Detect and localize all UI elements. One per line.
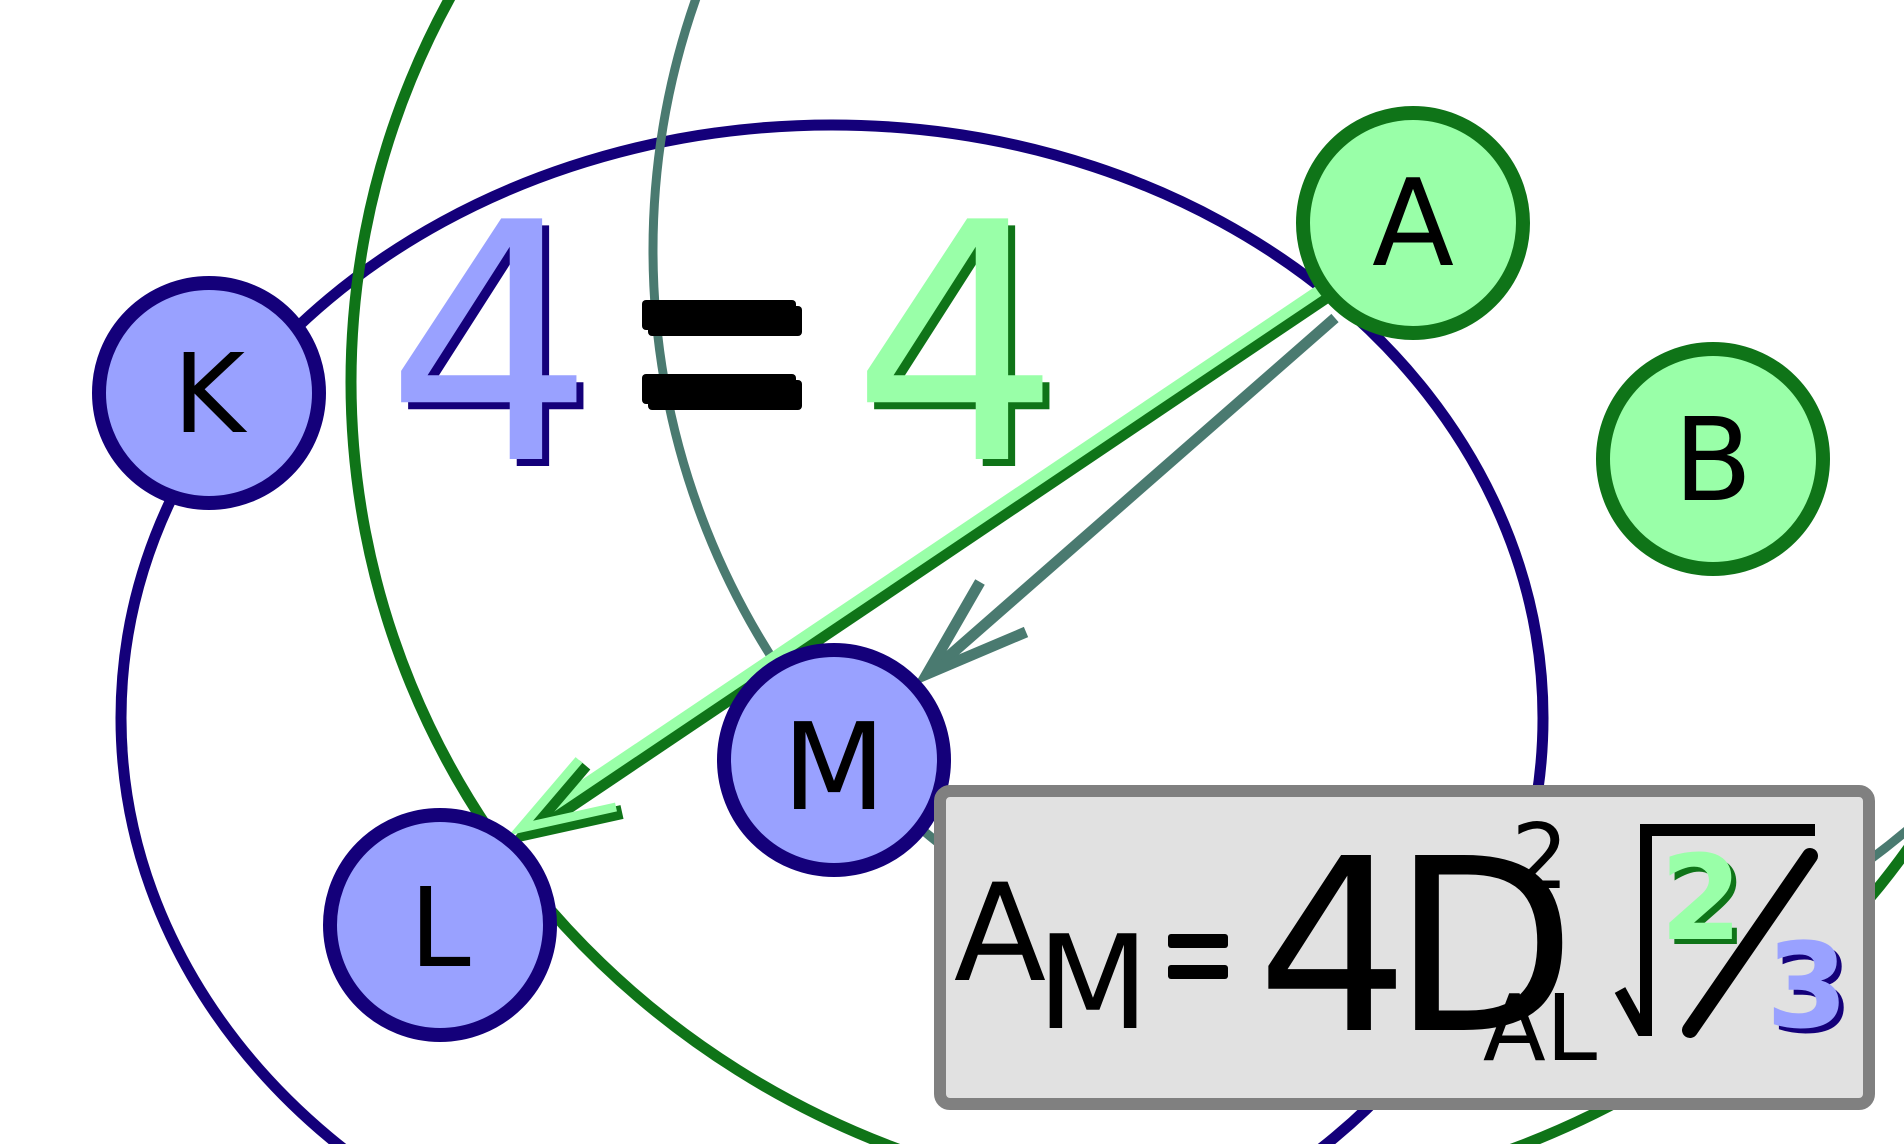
- equation-right-shadow: 4: [858, 160, 1068, 544]
- equation-equals: [642, 300, 802, 410]
- node-b-circle: [1596, 342, 1830, 576]
- circle-a-ellipse: [345, 0, 1904, 1144]
- formula-lhs-sub: M: [1037, 907, 1149, 1059]
- equation-right: 4: [851, 153, 1061, 537]
- node-l-label: L: [409, 864, 470, 992]
- formula-var: D: [1392, 807, 1577, 1087]
- node-l[interactable]: L: [323, 808, 557, 1042]
- circle-k-ellipse: [115, 119, 1549, 1144]
- arrow-a-to-m: [914, 313, 1339, 686]
- node-a-circle: [1296, 106, 1530, 340]
- node-a-label: A: [1372, 155, 1454, 294]
- formula-sqrt-num: 2: [1660, 829, 1742, 967]
- equation: 4 4 4 4: [385, 153, 1068, 544]
- formula-var-sub: AL: [1483, 975, 1597, 1082]
- formula-power: 2: [1511, 805, 1568, 910]
- node-b[interactable]: B: [1596, 342, 1830, 576]
- node-m-circle: [717, 643, 951, 877]
- formula-sqrt-num-shadow: 2: [1665, 834, 1747, 972]
- equation-left-shadow: 4: [392, 160, 602, 544]
- node-k[interactable]: K: [92, 276, 326, 510]
- fraction-slash: [1682, 848, 1818, 1038]
- formula-lhs-main: A: [954, 855, 1046, 1012]
- formula-sqrt-den-shadow: 3: [1771, 922, 1853, 1060]
- node-k-circle: [92, 276, 326, 510]
- node-m-label: M: [782, 699, 886, 838]
- node-m[interactable]: M: [717, 643, 951, 877]
- sqrt-sign: [1614, 824, 1815, 1036]
- node-k-label: K: [173, 330, 248, 458]
- equation-left: 4: [385, 153, 595, 537]
- formula-box: A M 4 D 2 AL 2 2 3 3: [934, 785, 1875, 1110]
- node-l-circle: [323, 808, 557, 1042]
- formula-sqrt-den: 3: [1766, 917, 1848, 1055]
- arrow-a-to-l: [508, 285, 1330, 845]
- formula-coef: 4: [1257, 807, 1410, 1087]
- node-b-label: B: [1674, 394, 1753, 528]
- node-a[interactable]: A: [1296, 106, 1530, 340]
- formula-equals: [1168, 934, 1228, 979]
